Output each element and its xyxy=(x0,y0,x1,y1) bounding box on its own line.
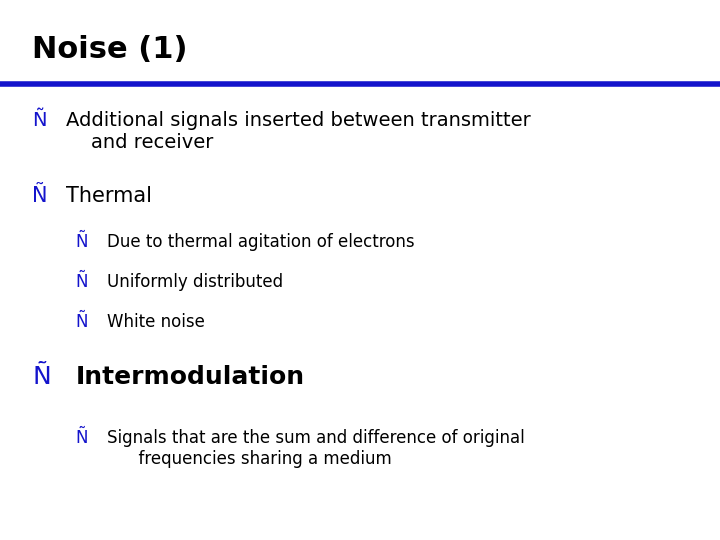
Text: Noise (1): Noise (1) xyxy=(32,35,188,64)
Text: Ñ: Ñ xyxy=(32,111,47,130)
Text: Intermodulation: Intermodulation xyxy=(76,364,305,388)
Text: Ñ: Ñ xyxy=(76,429,88,447)
Text: White noise: White noise xyxy=(107,313,204,331)
Text: Ñ: Ñ xyxy=(76,313,88,331)
Text: Ñ: Ñ xyxy=(76,233,88,251)
Text: Ñ: Ñ xyxy=(32,186,48,206)
Text: Ñ: Ñ xyxy=(32,364,51,388)
Text: Additional signals inserted between transmitter
    and receiver: Additional signals inserted between tran… xyxy=(66,111,531,152)
Text: Thermal: Thermal xyxy=(66,186,152,206)
Text: Ñ: Ñ xyxy=(76,273,88,291)
Text: Signals that are the sum and difference of original
      frequencies sharing a : Signals that are the sum and difference … xyxy=(107,429,524,468)
Text: Uniformly distributed: Uniformly distributed xyxy=(107,273,283,291)
Text: Due to thermal agitation of electrons: Due to thermal agitation of electrons xyxy=(107,233,414,251)
